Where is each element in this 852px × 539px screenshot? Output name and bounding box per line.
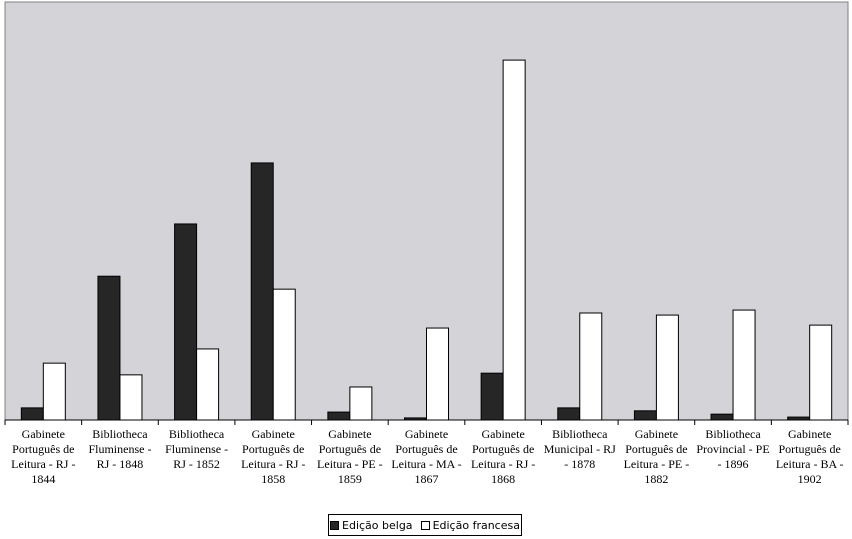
x-tick-label: Gabinete Português de Leitura - PE - 188… [623, 427, 690, 486]
bar [557, 407, 581, 421]
bar [174, 223, 198, 421]
bar [732, 309, 756, 421]
x-tick-label: Bibliotheca Fluminense - RJ - 1848 [88, 427, 152, 471]
bar [404, 417, 427, 421]
x-tick-label: Gabinete Português de Leitura - RJ - 186… [470, 427, 536, 486]
x-tick-label: Gabinete Português de Leitura - PE - 185… [317, 427, 383, 486]
bar [633, 410, 657, 421]
legend-swatch [420, 521, 430, 530]
bar [655, 314, 679, 421]
x-tick-label: Gabinete Português de Leitura - MA - 186… [391, 427, 462, 486]
bar [97, 275, 121, 421]
bar [787, 416, 811, 421]
legend-label: Edição francesa [432, 518, 520, 532]
legend-item: Edição belga [330, 519, 413, 532]
x-tick-label: Gabinete Português de Leitura - RJ - 185… [241, 427, 306, 486]
bar [480, 372, 504, 421]
bar [579, 312, 603, 421]
x-tick-label: Bibliotheca Municipal - RJ - 1878 [543, 427, 616, 471]
bar [327, 411, 351, 421]
bar [250, 162, 274, 421]
legend-swatch [330, 521, 340, 530]
x-tick-label: Gabinete Português de Leitura - RJ - 184… [11, 427, 76, 486]
bar [196, 348, 220, 421]
bar [349, 386, 373, 421]
bar [42, 362, 66, 421]
legend-item: Edição francesa [420, 518, 520, 532]
bar [20, 407, 44, 421]
bar [272, 288, 296, 421]
bar [502, 59, 526, 421]
legend-label: Edição belga [342, 518, 413, 532]
bar [426, 327, 449, 421]
x-tick-label: Gabinete Português de Leitura - BA - 190… [775, 427, 844, 486]
x-tick-label: Bibliotheca Provincial - PE - 1896 [696, 427, 770, 471]
x-tick-label: Bibliotheca Fluminense - RJ - 1852 [165, 427, 229, 471]
chart [4, 1, 849, 425]
bar [809, 324, 833, 421]
legend: Edição belga Edição francesa [328, 514, 522, 536]
bar [119, 374, 143, 421]
bar [710, 413, 734, 421]
